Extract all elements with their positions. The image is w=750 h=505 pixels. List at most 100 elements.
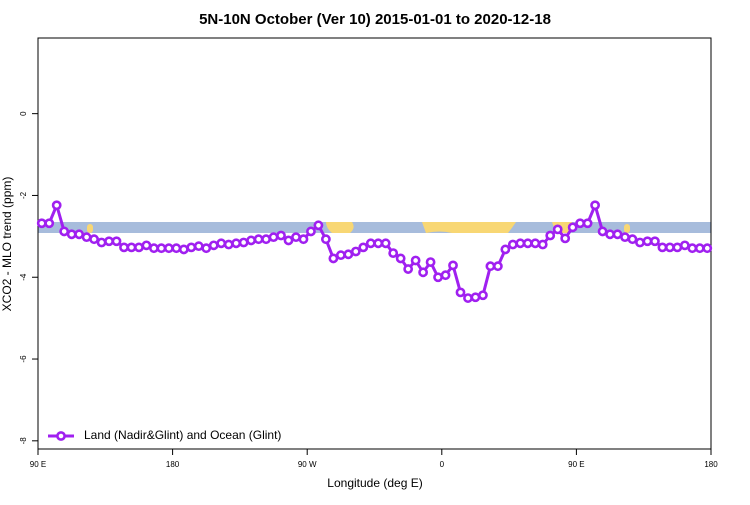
data-point bbox=[163, 243, 174, 254]
data-point bbox=[358, 242, 369, 253]
data-point bbox=[575, 218, 586, 229]
data-point bbox=[440, 270, 451, 281]
data-point bbox=[620, 232, 630, 243]
data-point bbox=[261, 234, 271, 245]
data-point bbox=[119, 242, 129, 253]
x-tick-label: 180 bbox=[704, 460, 718, 469]
data-point bbox=[470, 292, 481, 303]
data-point bbox=[650, 236, 660, 247]
data-point bbox=[74, 229, 85, 240]
legend-label: Land (Nadir&Glint) and Ocean (Glint) bbox=[84, 428, 281, 442]
band-land bbox=[624, 224, 630, 233]
chart-title: 5N-10N October (Ver 10) 2015-01-01 to 20… bbox=[199, 11, 551, 28]
x-tick-label: 180 bbox=[166, 460, 180, 469]
data-point bbox=[193, 241, 204, 252]
x-tick-label: 0 bbox=[440, 460, 445, 469]
data-point bbox=[231, 238, 242, 249]
data-point bbox=[492, 261, 503, 272]
series-line bbox=[41, 200, 708, 300]
data-point bbox=[694, 243, 705, 254]
data-point bbox=[507, 239, 518, 250]
data-point bbox=[320, 234, 331, 245]
data-point bbox=[51, 200, 62, 211]
data-point bbox=[597, 226, 608, 237]
x-tick-label: 90 E bbox=[30, 460, 46, 469]
data-point bbox=[276, 230, 286, 241]
data-point bbox=[186, 242, 197, 253]
x-axis-label: Longitude (deg E) bbox=[327, 476, 422, 490]
data-point bbox=[335, 250, 346, 261]
data-point bbox=[567, 222, 578, 233]
data-point bbox=[672, 242, 683, 253]
data-point bbox=[178, 244, 189, 255]
data-point bbox=[702, 243, 713, 254]
data-point bbox=[642, 236, 653, 247]
x-tick-label: 90 E bbox=[568, 460, 584, 469]
data-point bbox=[380, 238, 391, 249]
data-point bbox=[515, 238, 526, 249]
data-point bbox=[537, 239, 548, 250]
y-tick-label: -6 bbox=[19, 355, 28, 363]
data-point bbox=[582, 218, 593, 229]
data-point bbox=[89, 234, 99, 245]
data-point bbox=[328, 253, 339, 264]
data-point bbox=[350, 246, 361, 257]
data-point bbox=[664, 242, 675, 253]
data-point bbox=[126, 242, 137, 253]
data-point bbox=[530, 238, 541, 249]
data-point bbox=[201, 243, 212, 254]
data-point bbox=[388, 248, 399, 259]
data-point bbox=[253, 234, 264, 245]
y-tick-label: -2 bbox=[19, 191, 28, 199]
data-point bbox=[268, 232, 279, 243]
x-tick-label: 90 W bbox=[298, 460, 317, 469]
data-point bbox=[395, 253, 406, 264]
data-point bbox=[590, 200, 600, 211]
band-ocean bbox=[38, 222, 711, 233]
data-point bbox=[425, 257, 436, 268]
data-point bbox=[560, 233, 571, 244]
data-point bbox=[403, 264, 414, 274]
data-point bbox=[96, 237, 107, 248]
band-land bbox=[422, 222, 516, 233]
y-tick-label: 0 bbox=[19, 111, 28, 116]
y-axis-label: XCO2 - MLO trend (ppm) bbox=[0, 177, 14, 312]
data-point bbox=[418, 267, 429, 278]
data-point bbox=[36, 218, 47, 229]
data-point bbox=[545, 230, 556, 241]
data-point bbox=[500, 244, 511, 255]
data-point bbox=[291, 232, 301, 243]
y-tick-label: -4 bbox=[19, 273, 28, 281]
data-point bbox=[455, 287, 466, 298]
data-point bbox=[59, 226, 70, 237]
y-tick-label: -8 bbox=[19, 437, 28, 445]
data-point bbox=[627, 234, 638, 245]
data-point bbox=[306, 226, 316, 237]
data-point bbox=[313, 220, 324, 231]
data-point bbox=[44, 218, 55, 229]
data-point bbox=[433, 272, 443, 283]
data-point bbox=[463, 293, 473, 303]
data-point bbox=[365, 238, 376, 249]
data-point bbox=[657, 242, 668, 253]
data-point bbox=[223, 239, 234, 250]
data-point bbox=[149, 243, 159, 254]
band-land bbox=[326, 222, 354, 233]
data-point bbox=[156, 243, 167, 254]
data-point bbox=[81, 232, 92, 243]
data-point bbox=[635, 237, 645, 248]
data-point bbox=[373, 238, 384, 249]
data-point bbox=[283, 235, 294, 246]
data-point bbox=[410, 255, 421, 266]
data-point bbox=[612, 229, 623, 240]
data-point bbox=[238, 237, 249, 248]
data-point bbox=[552, 224, 563, 235]
data-point bbox=[343, 249, 354, 260]
data-point bbox=[478, 290, 488, 301]
data-point bbox=[111, 236, 122, 247]
data-point bbox=[679, 240, 690, 251]
data-point bbox=[171, 243, 182, 254]
data-point bbox=[208, 240, 219, 251]
data-point bbox=[66, 229, 77, 240]
